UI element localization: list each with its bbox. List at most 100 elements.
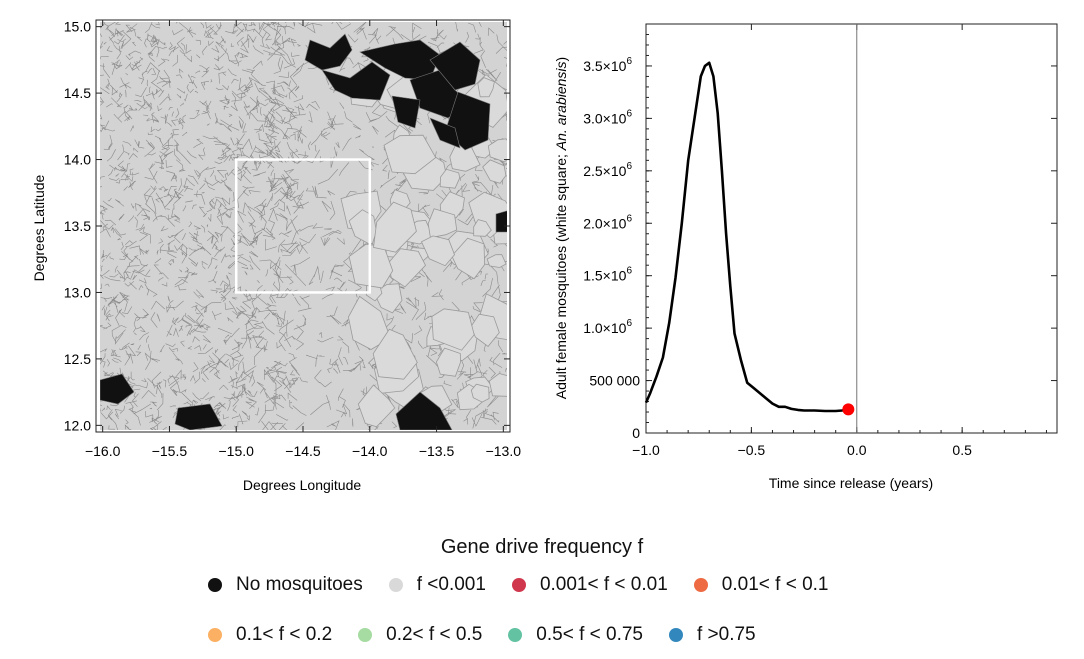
- legend-item: 0.5< f < 0.75: [508, 624, 643, 646]
- legend-swatch: [358, 628, 373, 642]
- chart-axes: −1.0 −0.5 0.0 0.5 0 500 000 1.0×106 1.5×106 2.0×…: [583, 24, 1057, 458]
- map-cell: [420, 235, 455, 267]
- map-cell: [373, 201, 417, 253]
- chart-y-tick-label: 2.5×106: [583, 161, 632, 179]
- legend-item: No mosquitoes: [208, 574, 363, 596]
- legend-label: 0.1< f < 0.2: [236, 624, 333, 645]
- map-cell: [427, 208, 458, 239]
- population-line: [644, 61, 849, 413]
- map-x-tick-label: −16.0: [85, 443, 121, 459]
- black-region: [321, 61, 391, 101]
- map-x-tick-label: −14.0: [352, 443, 388, 459]
- chart-y-tick-label: 1.0×106: [583, 318, 632, 336]
- legend-label: f <0.001: [416, 574, 486, 595]
- black-region: [304, 33, 353, 71]
- legend-label: 0.001< f < 0.01: [539, 574, 668, 595]
- map-cell: [477, 77, 495, 98]
- map-x-tick-label: −15.0: [219, 443, 255, 459]
- map-cell: [357, 384, 396, 428]
- chart-y-tick-label: 500 000: [589, 373, 640, 389]
- chart-x-tick-label: −0.5: [738, 442, 766, 458]
- white-square-region: [234, 158, 372, 294]
- map-cell: [439, 168, 461, 189]
- map-x-tick-label: −15.5: [152, 443, 188, 459]
- chart-ylabel: Adult female mosquitoes (white square; A…: [553, 57, 569, 399]
- voronoi-map: [100, 22, 507, 430]
- map-cell: [470, 383, 490, 403]
- legend-label: 0.5< f < 0.75: [536, 624, 643, 645]
- map-ylabel: Degrees Latitude: [31, 174, 47, 281]
- map-cell: [473, 219, 492, 237]
- map-cell: [347, 295, 391, 350]
- chart-x-tick-label: 0.0: [847, 442, 867, 458]
- map-x-tick-label: −13.5: [419, 443, 455, 459]
- legend-swatch: [693, 578, 708, 592]
- no-mosquito-regions: [100, 33, 507, 430]
- map-panel: −16.0 −15.5 −15.0 −14.5 −14.0 −13.5 −13.0 12.0 1…: [31, 19, 521, 493]
- chart-xlabel: Time since release (years): [769, 475, 933, 491]
- map-cell: [488, 373, 507, 397]
- chart-y-tick-label: 3.0×106: [583, 108, 632, 126]
- chart-y-tick-label: 0: [632, 425, 640, 441]
- map-xlabel: Degrees Longitude: [243, 477, 362, 493]
- legend-swatch: [208, 578, 222, 592]
- current-time-marker: [842, 403, 855, 416]
- map-y-tick-label: 13.0: [64, 284, 91, 300]
- legend-swatch: [508, 628, 523, 642]
- map-cell: [439, 191, 465, 219]
- legend-item: f <0.001: [388, 574, 486, 596]
- map-cell: [372, 328, 418, 380]
- legend-swatch: [208, 628, 222, 642]
- legend-item: 0.1< f < 0.2: [208, 624, 332, 646]
- legend-label: No mosquitoes: [236, 574, 363, 595]
- legend-label: 0.01< f < 0.1: [721, 574, 829, 595]
- legend-label: 0.2< f < 0.5: [386, 624, 483, 645]
- legend-swatch: [388, 578, 403, 592]
- map-y-tick-label: 14.5: [64, 85, 91, 101]
- map-x-tick-label: −13.0: [486, 443, 522, 459]
- map-cell: [431, 308, 475, 351]
- map-cell: [486, 254, 507, 268]
- legend-label: f >0.75: [696, 624, 756, 645]
- chart-x-tick-label: 0.5: [952, 442, 972, 458]
- map-cell: [435, 347, 461, 377]
- black-region: [174, 403, 223, 430]
- population-chart: −1.0 −0.5 0.0 0.5 0 500 000 1.0×106 1.5×106 2.0×…: [553, 23, 1058, 491]
- black-region: [359, 39, 441, 81]
- chart-y-tick-label: 2.0×106: [583, 213, 632, 231]
- legend-title: Gene drive frequency f: [440, 536, 644, 558]
- map-cell: [449, 141, 481, 172]
- legend-item: 0.001< f < 0.01: [511, 574, 668, 596]
- black-region: [391, 95, 421, 129]
- legend-item: f >0.75: [668, 624, 756, 646]
- legend-row-2: 0.1< f < 0.2 0.2< f < 0.5 0.5< f < 0.75 f >…: [208, 624, 782, 646]
- legend-swatch: [511, 578, 526, 592]
- map-cell: [383, 134, 437, 175]
- chart-x-tick-label: −1.0: [632, 442, 660, 458]
- legend-item: 0.2< f < 0.5: [358, 624, 482, 646]
- map-cell: [482, 159, 507, 184]
- map-cell: [487, 138, 507, 163]
- map-x-tick-label: −14.5: [285, 443, 321, 459]
- map-y-tick-label: 12.5: [64, 351, 91, 367]
- black-region: [429, 41, 481, 91]
- legend-row-1: No mosquitoes f <0.001 0.001< f < 0.01 0.01…: [208, 574, 854, 596]
- map-y-tick-label: 13.5: [64, 218, 91, 234]
- chart-series: [644, 24, 858, 433]
- map-y-tick-label: 12.0: [64, 417, 91, 433]
- chart-y-tick-label: 3.5×106: [583, 56, 632, 74]
- map-y-tick-label: 14.0: [64, 152, 91, 168]
- black-region: [429, 117, 461, 149]
- chart-ylabel-suffix: ): [553, 57, 569, 62]
- black-region: [495, 210, 507, 233]
- chart-ylabel-species: An. arabiensis: [553, 61, 569, 151]
- black-region: [395, 391, 453, 430]
- black-region: [100, 373, 135, 405]
- chart-y-tick-label: 1.5×106: [583, 266, 632, 284]
- chart-ylabel-prefix: Adult female mosquitoes (white square;: [553, 150, 569, 399]
- map-y-tick-label: 15.0: [64, 19, 91, 35]
- map-axes: −16.0 −15.5 −15.0 −14.5 −14.0 −13.5 −13.0 12.0 1…: [64, 19, 521, 459]
- legend-swatch: [668, 628, 683, 642]
- chart-frame: [645, 23, 1058, 434]
- legend-item: 0.01< f < 0.1: [693, 574, 829, 596]
